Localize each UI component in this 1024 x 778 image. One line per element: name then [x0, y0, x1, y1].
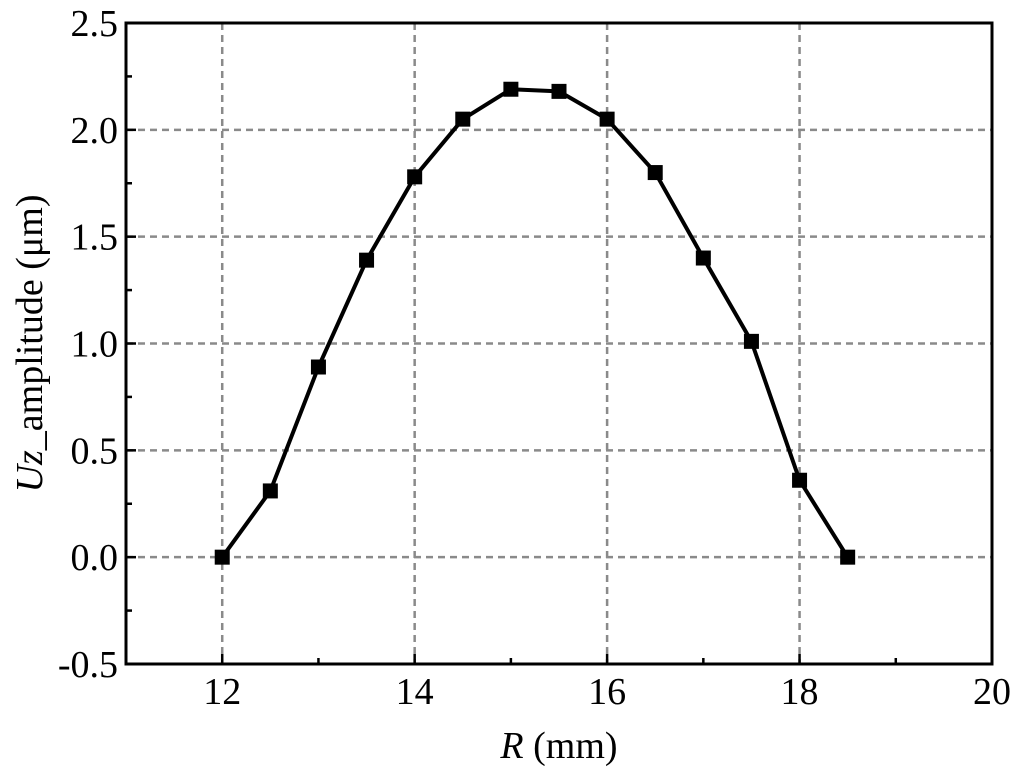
- data-point-marker: [503, 81, 519, 97]
- series-line-0: [220, 87, 850, 559]
- data-point-marker: [743, 333, 759, 349]
- y-tick-label-3: 1.0: [71, 324, 119, 366]
- data-point-marker: [792, 472, 808, 488]
- data-point-marker: [310, 359, 326, 375]
- data-point-marker: [455, 111, 471, 127]
- x-tick-label-2: 16: [588, 671, 626, 713]
- y-tick-labels: -0.5 0.0 0.5 1.0 1.5 2.0 2.5: [58, 3, 118, 686]
- axis-ticks: [124, 21, 994, 666]
- x-tick-label-3: 18: [781, 671, 819, 713]
- x-axis-title: R (mm): [499, 725, 617, 767]
- y-axis-title-rest: _amplitude (μm): [9, 195, 51, 452]
- x-tick-label-4: 20: [973, 671, 1011, 713]
- data-point-marker: [695, 250, 711, 266]
- y-tick-label-6: 2.5: [71, 3, 119, 45]
- grid-lines: [126, 23, 992, 664]
- data-point-marker: [647, 165, 663, 181]
- data-point-marker: [551, 83, 567, 99]
- data-point-marker: [840, 549, 856, 565]
- data-point-marker: [262, 483, 278, 499]
- x-axis-title-italic: R: [499, 725, 523, 767]
- x-tick-labels: 12 14 16 18 20: [203, 671, 1011, 713]
- data-point-marker: [359, 252, 375, 268]
- y-axis-title-italic: Uz: [9, 450, 51, 492]
- data-series: [214, 81, 856, 565]
- y-tick-label-0: -0.5: [58, 644, 118, 686]
- y-tick-label-2: 0.5: [71, 430, 119, 472]
- data-point-marker: [214, 549, 230, 565]
- x-tick-label-0: 12: [203, 671, 241, 713]
- y-tick-label-5: 2.0: [71, 110, 119, 152]
- x-axis-title-rest: (mm): [524, 725, 618, 767]
- data-point-marker: [599, 111, 615, 127]
- y-tick-label-1: 0.0: [71, 537, 119, 579]
- y-tick-label-4: 1.5: [71, 217, 119, 259]
- y-axis-title: Uz_amplitude (μm): [9, 195, 51, 493]
- data-point-marker: [407, 169, 423, 185]
- x-tick-label-1: 14: [396, 671, 434, 713]
